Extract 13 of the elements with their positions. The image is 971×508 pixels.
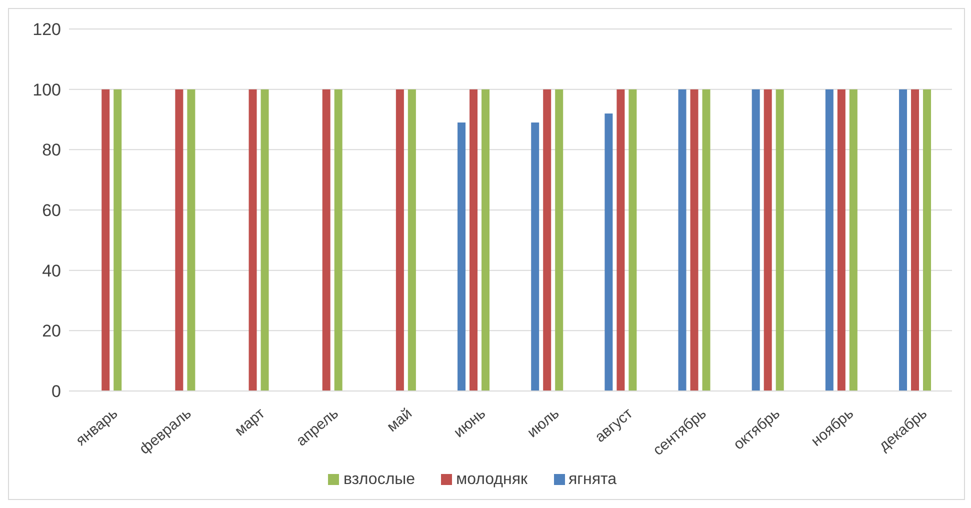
y-tick-label: 20	[42, 322, 61, 341]
y-tick-label: 0	[52, 382, 61, 402]
legend-label: ягнята	[568, 471, 617, 488]
legend-label: взлослые	[343, 471, 416, 488]
x-tick-label: май	[384, 405, 416, 436]
y-tick-label: 100	[32, 80, 61, 100]
x-tick-label: июнь	[450, 404, 490, 442]
x-tick-label: июль	[524, 404, 563, 442]
y-tick-label: 60	[42, 201, 61, 220]
legend-label: молодняк	[456, 471, 528, 488]
y-tick-label: 40	[42, 261, 61, 280]
y-tick-label: 120	[32, 20, 61, 40]
y-tick-label: 80	[42, 140, 61, 160]
